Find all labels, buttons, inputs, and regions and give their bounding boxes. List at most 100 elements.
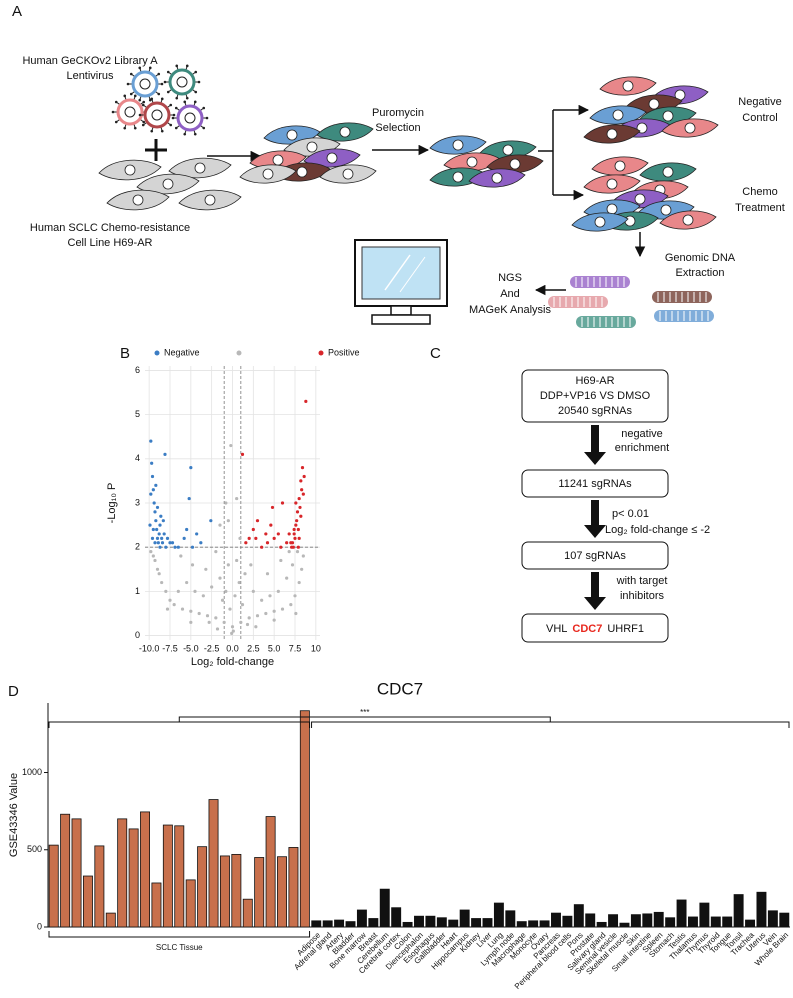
- panel-label: C: [430, 345, 441, 362]
- point: [244, 541, 248, 545]
- diagram-text: And: [500, 288, 520, 300]
- point: [297, 536, 301, 540]
- point: [294, 611, 298, 616]
- point: [280, 501, 285, 505]
- nucleus: [452, 139, 464, 151]
- point: [199, 541, 203, 545]
- y-tick-label: 500: [27, 844, 42, 854]
- point: [296, 545, 300, 549]
- point: [247, 616, 251, 620]
- legend-marker: [318, 350, 324, 356]
- arrows: [207, 104, 646, 296]
- x-tick-label: -7.5: [162, 643, 178, 653]
- bar: [48, 844, 59, 928]
- point: [164, 589, 168, 593]
- virus-spike-tip: [169, 123, 173, 127]
- bar: [299, 710, 310, 928]
- point: [230, 631, 234, 635]
- point: [298, 505, 302, 510]
- flow-box: [521, 541, 669, 570]
- flow-step: p< 0.01: [612, 508, 649, 520]
- bar: [653, 911, 664, 928]
- point: [239, 620, 243, 624]
- point: [295, 519, 299, 523]
- virus-spike-tip: [123, 94, 127, 98]
- diagram-text: Chemo: [742, 186, 777, 198]
- virus-spike-tip: [194, 90, 198, 94]
- bar: [311, 920, 322, 928]
- bar: [482, 918, 493, 928]
- y-tick-label: 1000: [22, 767, 42, 777]
- point: [168, 598, 172, 602]
- point: [295, 550, 300, 554]
- point: [179, 554, 183, 558]
- bar: [197, 846, 208, 928]
- point: [295, 510, 300, 514]
- point: [231, 629, 235, 633]
- nucleus: [339, 126, 351, 138]
- nucleus: [296, 166, 308, 178]
- point: [240, 452, 245, 456]
- point: [302, 474, 306, 479]
- y-tick-label: 4: [135, 453, 140, 463]
- x-tick-label: 5.0: [268, 643, 281, 653]
- virus-spike-tip: [150, 129, 154, 133]
- point: [247, 536, 251, 540]
- point: [226, 519, 230, 523]
- y-tick-label: 6: [135, 365, 140, 375]
- diagram-text: Lentivirus: [66, 70, 114, 82]
- point: [190, 545, 195, 549]
- point: [254, 625, 258, 629]
- point: [158, 545, 162, 549]
- legend-marker: [154, 350, 160, 356]
- nucleus: [594, 216, 606, 228]
- bar: [174, 825, 185, 928]
- diagram-text: Selection: [375, 122, 420, 134]
- bar: [630, 914, 641, 928]
- point: [260, 545, 264, 549]
- point: [155, 527, 159, 532]
- bar: [208, 799, 219, 928]
- virus-spike-tip: [157, 92, 161, 96]
- diagram-text: Puromycin: [372, 107, 424, 119]
- nucleus: [502, 144, 514, 156]
- bar: [185, 879, 196, 928]
- nucleus: [509, 158, 521, 170]
- nucleus: [306, 141, 318, 153]
- x-axis-label: Log₂ fold-change: [191, 656, 274, 668]
- virus-spike-tip: [148, 66, 152, 70]
- diagram-text: Extraction: [676, 267, 725, 279]
- nucleus: [662, 166, 674, 178]
- nucleus: [491, 172, 503, 184]
- virus-spike-tip: [169, 103, 173, 107]
- point: [150, 461, 154, 465]
- point: [249, 563, 253, 567]
- point: [154, 519, 158, 523]
- point: [185, 580, 189, 585]
- flowchart: H69-AR DDP+VP16 VS DMSO 20540 sgRNAs 112…: [521, 369, 710, 643]
- point: [294, 523, 298, 527]
- virus-spike-tip: [141, 103, 145, 107]
- point: [290, 545, 294, 549]
- point: [187, 496, 191, 501]
- point: [155, 567, 160, 571]
- point: [160, 580, 164, 585]
- diagram-text: Treatment: [735, 202, 785, 214]
- virus-spike-tip: [138, 113, 142, 117]
- nucleus: [286, 129, 298, 141]
- point: [180, 607, 185, 611]
- bar: [448, 919, 459, 928]
- point: [160, 536, 164, 540]
- virus-spike-tip: [157, 72, 161, 76]
- diagram-text: NGS: [498, 272, 522, 284]
- bar: [539, 920, 550, 928]
- point: [189, 620, 193, 624]
- flow-step: Log₂ fold-change ≤ -2: [605, 524, 710, 536]
- point: [297, 580, 301, 585]
- virus-spike-tip: [126, 82, 130, 86]
- point: [189, 466, 193, 470]
- virus-core: [124, 106, 136, 118]
- point: [168, 541, 172, 545]
- nucleus: [326, 152, 338, 164]
